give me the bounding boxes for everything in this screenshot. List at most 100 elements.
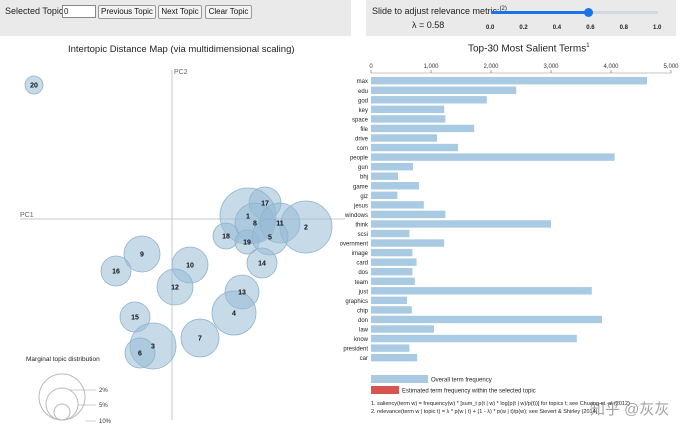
legend-estimated-label: Estimated term frequency within the sele… [402,389,536,395]
topic-label: 7 [198,336,202,343]
term-bar[interactable] [371,77,647,85]
term-label[interactable]: car [360,356,368,362]
salient-terms-chart: 0 1,000 2,000 3,000 4,000 5,000 max edu god key s… [340,64,679,415]
term-label[interactable]: think [355,222,369,228]
term-bar[interactable] [371,344,410,352]
topic-circle[interactable] [156,268,194,306]
topic-circle[interactable] [246,247,278,279]
x-axis-ticks: 0 1,000 2,000 3,000 4,000 5,000 [369,64,679,74]
term-bar[interactable] [371,96,487,104]
term-label[interactable]: image [352,251,369,257]
term-bar[interactable] [371,182,419,190]
term-bar[interactable] [371,191,398,199]
x-tick-label: 0 [369,64,373,70]
next-topic-button[interactable]: Next Topic [158,5,202,19]
term-label[interactable]: chip [357,308,369,314]
term-label[interactable]: government [340,242,368,248]
term-label[interactable]: windows [344,213,368,219]
x-tick-label: 2,000 [483,64,499,70]
term-label[interactable]: president [343,347,368,353]
term-bar[interactable] [371,268,413,276]
watermark: 知乎 @灰灰 [590,401,670,418]
term-label[interactable]: file [360,127,368,133]
topic-circles: 20 17 18 11 2 18 19 5 14 9 16 10 12 13 4 15 7 3 6 [24,75,333,370]
slider-footnote: (2) [499,6,507,12]
term-label[interactable]: key [359,108,368,114]
term-bar[interactable] [371,248,413,257]
term-bar[interactable] [371,315,602,324]
x-tick-label: 5,000 [663,64,679,70]
term-bar[interactable] [371,277,415,285]
term-label[interactable]: dos [358,270,368,276]
term-bar[interactable] [371,201,424,209]
term-bar[interactable] [371,172,398,180]
salient-terms-title-sup: 1 [586,43,590,49]
relevance-slider[interactable] [491,8,658,17]
term-label[interactable]: game [353,184,369,190]
term-label[interactable]: bhj [360,175,368,181]
term-bar[interactable] [371,105,445,114]
term-bar[interactable] [371,306,412,314]
term-bar[interactable] [371,229,410,238]
topic-circle[interactable] [124,337,156,369]
term-label[interactable]: law [359,328,369,334]
term-bar[interactable] [371,115,446,123]
term-bar[interactable] [371,162,413,171]
topic-circle[interactable] [211,290,257,336]
term-bar[interactable] [371,124,475,133]
term-label[interactable]: card [356,261,368,267]
slider-thumb[interactable] [583,8,593,17]
clear-topic-button[interactable]: Clear Topic [205,5,252,19]
topic-circle[interactable] [24,75,44,95]
term-label[interactable]: graphics [345,299,368,305]
topic-circle[interactable] [180,318,220,358]
term-bar[interactable] [371,334,577,343]
term-bar[interactable] [371,296,407,305]
topic-label: 19 [243,240,251,247]
term-bar[interactable] [371,239,445,247]
term-label[interactable]: giz [360,194,368,200]
topic-label: 8 [253,221,257,228]
term-bar[interactable] [371,220,551,228]
slider-tick: 0.2 [519,25,528,31]
term-label[interactable]: drive [355,137,369,143]
term-label[interactable]: com [357,146,368,152]
term-bar[interactable] [371,134,437,142]
pc1-axis-label: PC1 [20,212,34,219]
topic-label: 17 [261,201,269,208]
marginal-distribution-title: Marginal topic distribution [26,356,100,363]
term-bar[interactable] [371,258,417,266]
pc2-axis-label: PC2 [174,69,188,76]
term-label[interactable]: edu [358,89,368,95]
intertopic-map-title: Intertopic Distance Map (via multidimens… [68,44,295,55]
topic-circle[interactable] [123,235,161,273]
slider-tick: 0.8 [619,25,628,31]
term-label[interactable]: gun [358,165,368,171]
term-label[interactable]: people [350,156,369,162]
term-bar[interactable] [371,325,434,333]
term-label[interactable]: space [352,117,369,123]
term-label[interactable]: god [358,98,368,104]
term-label[interactable]: jesus [353,203,368,209]
term-label[interactable]: don [358,318,368,324]
term-label[interactable]: just [358,289,369,295]
slider-label: Slide to adjust relevance metric:(2) [372,6,507,16]
term-bar[interactable] [371,143,458,152]
term-label[interactable]: scsi [358,232,368,238]
legend-overall-label: Overall term frequency [431,378,492,384]
slider-tick: 0.6 [586,25,595,31]
term-bar[interactable] [371,287,592,295]
term-bar[interactable] [371,86,517,94]
marginal-legend-circle-2 [53,403,71,421]
term-bar[interactable] [371,153,615,161]
topic-controls-bar: Selected Topic: 0 Previous Topic Next To… [0,0,351,36]
previous-topic-button[interactable]: Previous Topic [98,5,156,19]
topic-circle[interactable] [100,255,132,287]
term-label[interactable]: max [357,79,368,85]
term-label[interactable]: know [354,337,369,343]
term-bar[interactable] [371,210,446,219]
topic-label: 6 [138,351,142,358]
term-bar[interactable] [371,353,418,362]
selected-topic-input[interactable]: 0 [62,5,96,18]
term-label[interactable]: team [355,280,368,286]
